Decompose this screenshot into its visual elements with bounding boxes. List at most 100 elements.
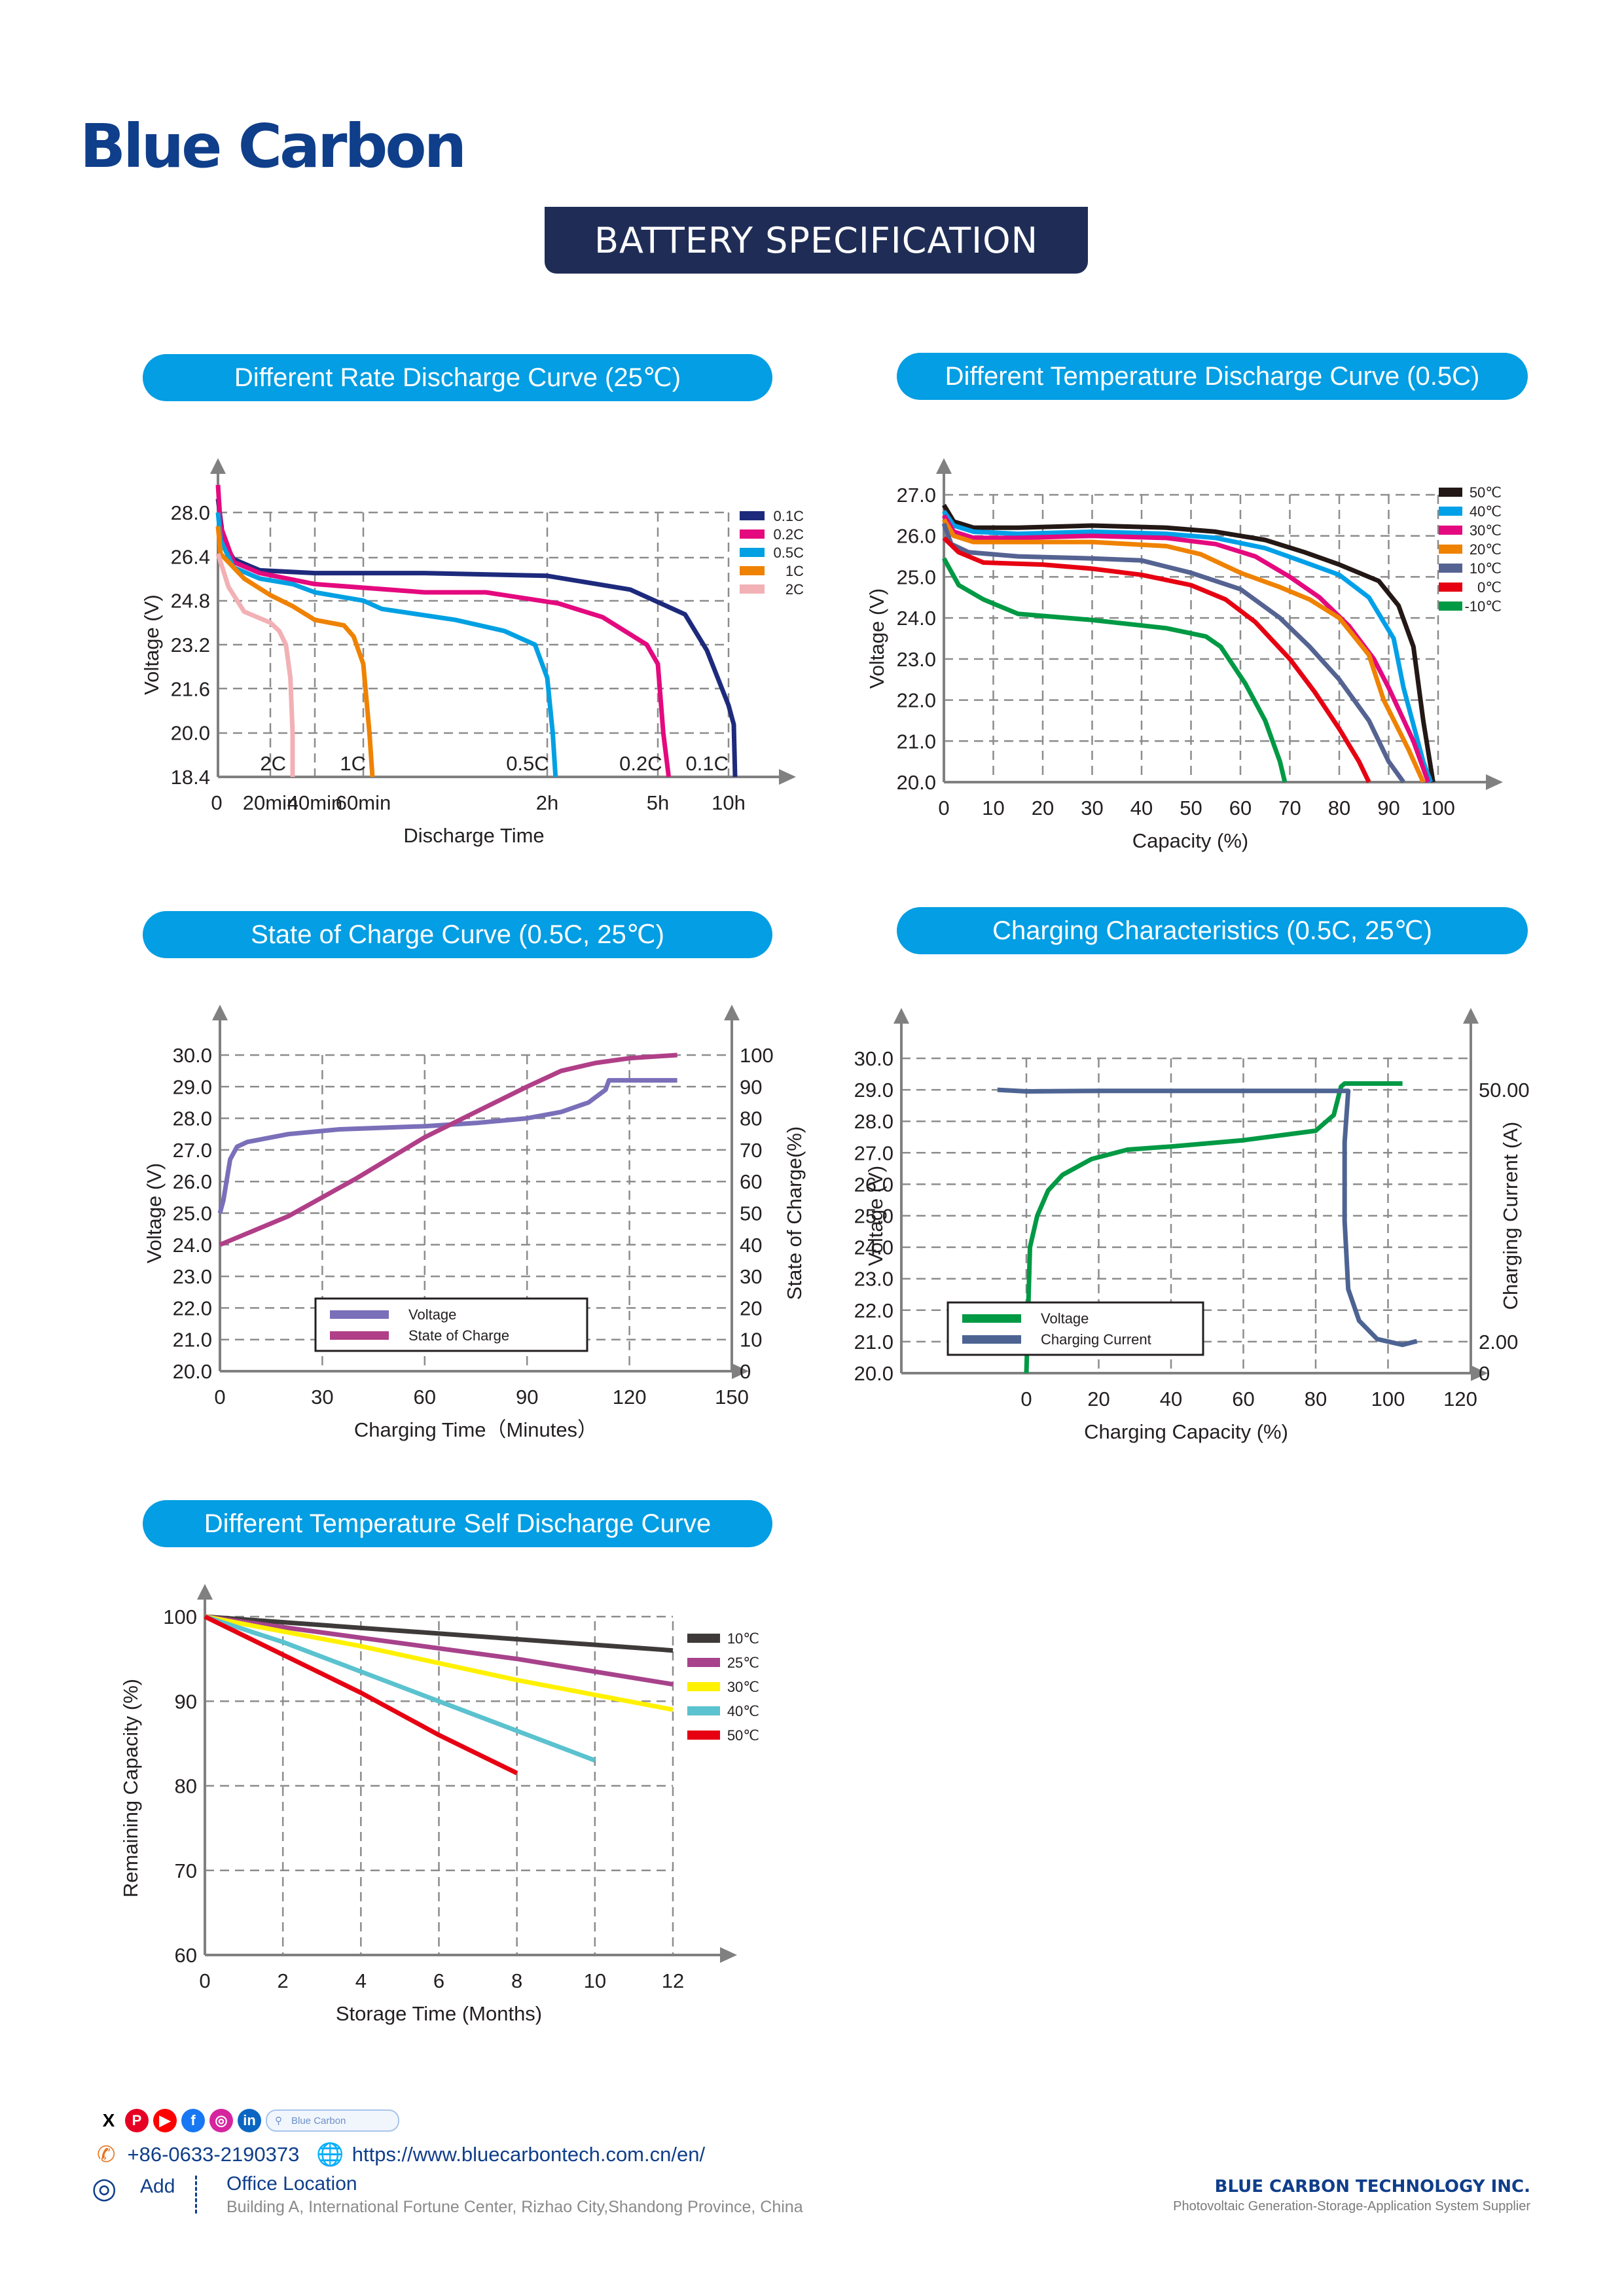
x-tick-label: 4 xyxy=(355,1969,367,1992)
x-tick-label: 40min xyxy=(287,791,342,814)
phone-number[interactable]: +86-0633-2190373 xyxy=(127,2143,300,2166)
x-tick-label: 20min xyxy=(243,791,298,814)
y-tick-label: 24.0 xyxy=(897,607,936,630)
y2-tick-label: 10 xyxy=(740,1329,762,1352)
company-name: BLUE CARBON TECHNOLOGY INC. xyxy=(1214,2177,1530,2197)
series-line-40 xyxy=(942,510,1433,783)
y-tick-label: 21.6 xyxy=(171,677,210,700)
legend-label: 30℃ xyxy=(1470,522,1502,539)
x-tick-label: 0 xyxy=(1020,1388,1032,1410)
series-line-02C xyxy=(215,484,672,778)
y-tick-label: 20.0 xyxy=(897,771,936,794)
y-tick-label: 23.0 xyxy=(173,1265,212,1288)
axis-arrow-right xyxy=(720,1947,737,1963)
series-line-20 xyxy=(942,518,1426,783)
x-tick-label: 100 xyxy=(1421,797,1455,819)
x-tick-label: 10h xyxy=(712,791,746,814)
axis-arrow-up xyxy=(724,1005,740,1020)
page-title-banner: BATTERY SPECIFICATION xyxy=(545,207,1088,274)
x-tick-label: 70 xyxy=(1278,797,1301,819)
series-line-50 xyxy=(942,503,1435,783)
legend-label: 50℃ xyxy=(1470,484,1502,501)
legend-label: State of Charge xyxy=(408,1327,509,1344)
y2-tick-label: 20 xyxy=(740,1297,762,1319)
x-axis-label: Discharge Time xyxy=(403,824,544,847)
series-line-30 xyxy=(942,514,1431,783)
y-tick-label: 21.0 xyxy=(854,1331,893,1354)
website-link[interactable]: https://www.bluecarbontech.com.cn/en/ xyxy=(352,2143,706,2166)
instagram-icon[interactable]: ◎ xyxy=(209,2109,233,2132)
y-tick-label: 26.0 xyxy=(854,1173,893,1196)
youtube-icon[interactable]: ▶ xyxy=(153,2109,177,2132)
y-tick-label: 22.0 xyxy=(897,689,936,712)
legend-label: 30℃ xyxy=(727,1679,759,1695)
legend-swatch xyxy=(740,529,765,539)
series-line-10 xyxy=(941,557,1288,783)
x-tick-label: 20 xyxy=(1087,1388,1110,1410)
y-tick-label: 60 xyxy=(175,1944,197,1967)
axis-arrow-right xyxy=(1486,774,1503,790)
x-axis-label: Charging Time（Minutes） xyxy=(354,1418,598,1441)
pinterest-icon[interactable]: P xyxy=(125,2109,149,2132)
x-tick-label: 8 xyxy=(511,1969,522,1992)
search-icon: ⚲ xyxy=(275,2115,282,2126)
location-pin-icon: ◎ xyxy=(92,2172,117,2204)
legend-swatch xyxy=(1439,601,1462,611)
y-tick-label: 25.0 xyxy=(854,1205,893,1228)
legend-label: 0℃ xyxy=(1477,579,1502,596)
x-tick-label: 12 xyxy=(662,1969,684,1992)
x-axis-label: Capacity (%) xyxy=(1132,829,1248,852)
y-tick-label: 28.0 xyxy=(173,1107,212,1130)
legend-swatch xyxy=(330,1310,389,1319)
x-tick-label: 0 xyxy=(938,797,949,819)
y-axis-label: Voltage (V) xyxy=(140,594,163,694)
y2-tick-label: 50.00 xyxy=(1479,1079,1530,1102)
legend-label: 40℃ xyxy=(727,1703,759,1719)
x-icon[interactable]: X xyxy=(102,2110,115,2130)
legend-label: 2C xyxy=(785,581,804,598)
legend-box xyxy=(314,1297,588,1352)
search-box[interactable]: ⚲ Blue Carbon xyxy=(266,2109,399,2132)
office-address: Building A, International Fortune Center… xyxy=(226,2198,803,2216)
x-tick-label: 0 xyxy=(199,1969,210,1992)
facebook-icon[interactable]: f xyxy=(181,2109,205,2132)
series-end-label: 2C xyxy=(260,752,286,775)
axis-arrow-up xyxy=(210,458,226,474)
y-tick-label: 20.0 xyxy=(173,1360,212,1383)
legend-label: 1C xyxy=(785,563,804,579)
series-line-Voltage xyxy=(1024,1081,1403,1374)
linkedin-icon[interactable]: in xyxy=(238,2109,261,2132)
legend-label: 25℃ xyxy=(727,1655,759,1671)
x-tick-label: 5h xyxy=(647,791,669,814)
y-tick-label: 23.0 xyxy=(854,1268,893,1291)
company-tagline: Photovoltaic Generation-Storage-Applicat… xyxy=(1173,2199,1530,2214)
section-title-rate: Different Rate Discharge Curve (25℃) xyxy=(143,354,772,401)
series-line-StateofCharge xyxy=(219,1052,677,1247)
legend-swatch xyxy=(1439,507,1462,516)
x-tick-label: 120 xyxy=(1443,1388,1477,1410)
y-axis-label: Voltage (V) xyxy=(865,588,888,689)
section-title-temp: Different Temperature Discharge Curve (0… xyxy=(897,353,1528,400)
legend-swatch xyxy=(1439,545,1462,554)
series-line-1C xyxy=(215,526,375,778)
series-end-label: 1C xyxy=(340,752,366,775)
x-tick-label: 60 xyxy=(1229,797,1252,819)
y-tick-label: 21.0 xyxy=(897,730,936,753)
legend-swatch xyxy=(687,1658,720,1667)
section-title-charging: Charging Characteristics (0.5C, 25℃) xyxy=(897,907,1528,954)
legend-label: 20℃ xyxy=(1470,541,1502,558)
legend-swatch xyxy=(740,566,765,575)
y2-tick-label: 70 xyxy=(740,1139,762,1162)
page-title: BATTERY SPECIFICATION xyxy=(594,219,1038,261)
legend-label: 0.1C xyxy=(774,508,804,524)
legend-swatch xyxy=(687,1731,720,1740)
y-tick-label: 24.0 xyxy=(173,1234,212,1257)
y-tick-label: 23.2 xyxy=(171,634,210,656)
y-tick-label: 30.0 xyxy=(854,1047,893,1070)
x-axis-label: Storage Time (Months) xyxy=(336,2002,542,2025)
series-line-30 xyxy=(204,1614,674,1712)
legend-label: 40℃ xyxy=(1470,503,1502,520)
legend-swatch xyxy=(740,548,765,557)
y2-tick-label: 100 xyxy=(740,1044,774,1067)
